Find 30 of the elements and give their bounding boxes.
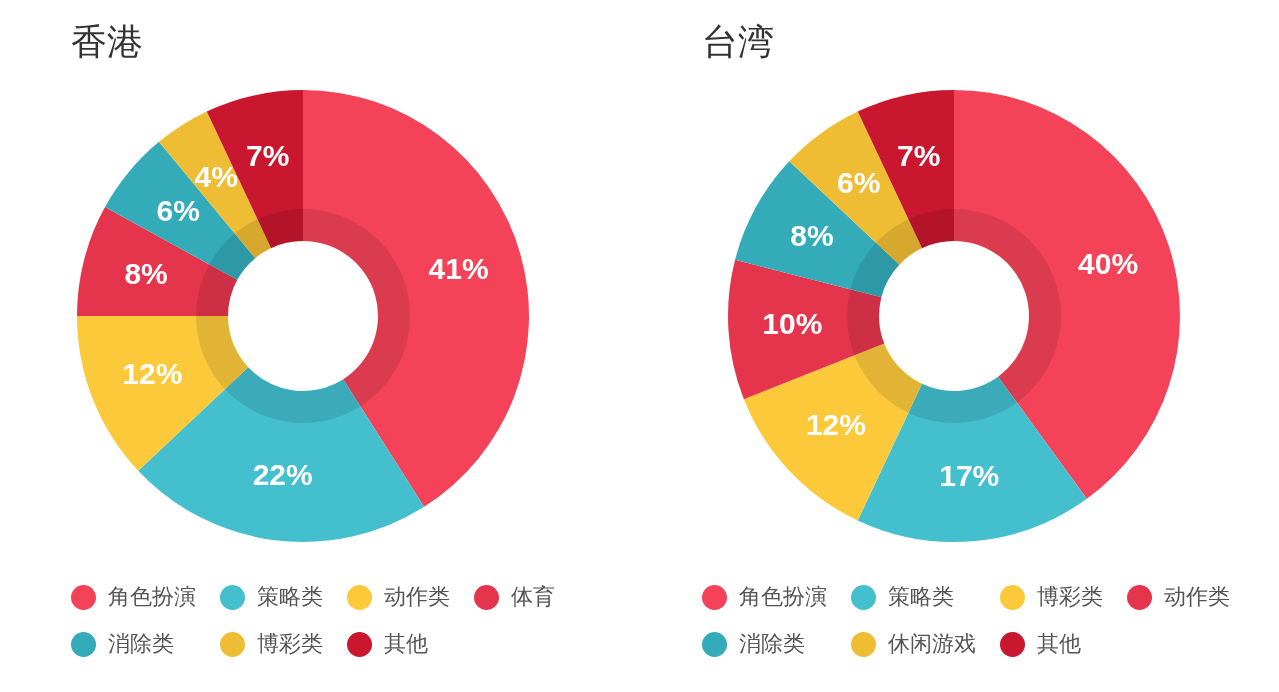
legend-label: 其他 [384,630,428,658]
data-label: 8% [124,256,168,290]
data-label: 4% [194,160,238,194]
legend-label: 动作类 [1164,583,1230,611]
data-label: 41% [428,252,489,286]
legend-label: 消除类 [739,630,805,658]
data-label: 10% [762,307,823,341]
data-label: 6% [837,166,881,200]
data-label: 7% [896,139,941,173]
legend-label: 博彩类 [1037,583,1103,611]
data-label: 22% [252,457,313,491]
data-label: 17% [939,458,1000,492]
data-label: 7% [245,139,290,173]
legend-label: 策略类 [257,583,323,611]
data-label: 12% [122,356,183,390]
legend-label: 策略类 [888,583,954,611]
chart-title: 台湾 [702,21,774,62]
data-label: 40% [1078,247,1139,281]
legend-label: 消除类 [108,630,174,658]
legend-label: 休闲游戏 [888,630,976,658]
data-label: 6% [156,194,200,227]
data-label: 8% [790,219,834,253]
legend-label: 博彩类 [257,630,323,658]
chart-title: 香港 [71,21,143,62]
legend-label: 角色扮演 [739,583,827,611]
legend-label: 其他 [1037,630,1081,658]
legend-label: 角色扮演 [108,583,196,611]
legend-label: 动作类 [384,583,450,611]
data-label: 12% [805,408,866,442]
legend-label: 体育 [511,583,555,611]
